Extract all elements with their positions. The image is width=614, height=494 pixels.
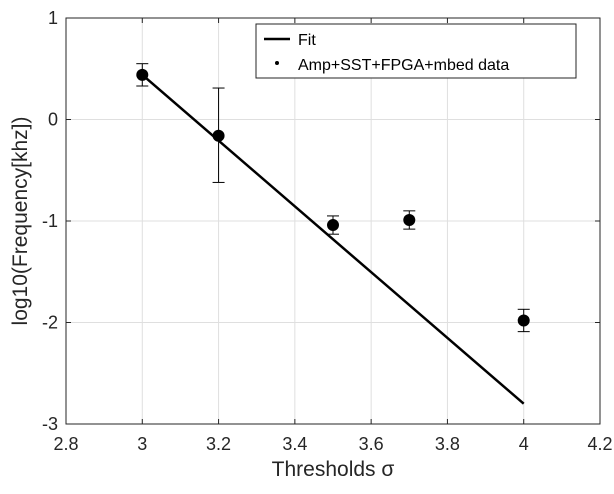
legend-fit-label: Fit (298, 32, 316, 49)
y-axis-label: log10(Frequency[khz]) (9, 117, 32, 326)
legend: Fit Amp+SST+FPGA+mbed data (255, 23, 577, 79)
x-tick-label: 3.4 (282, 434, 307, 454)
fit-line (141, 73, 525, 405)
data-point (136, 68, 149, 81)
tick-labels: 2.8 3 3.2 3.4 3.6 3.8 4 4.2 -3 -2 -1 0 1 (42, 8, 613, 454)
data-point (517, 314, 530, 327)
x-tick-label: 3 (137, 434, 147, 454)
x-axis-label: Thresholds σ (272, 458, 395, 481)
legend-data-swatch (275, 61, 279, 65)
y-tick-label: -1 (42, 211, 58, 231)
y-tick-label: 1 (48, 8, 58, 28)
data-point (212, 129, 225, 142)
y-tick-label: -2 (42, 313, 58, 333)
y-tick-label: 0 (48, 110, 58, 130)
x-tick-label: 3.8 (435, 434, 460, 454)
data-layer (136, 63, 530, 405)
ticks (65, 17, 601, 425)
legend-box (255, 23, 577, 79)
data-point (327, 219, 339, 232)
x-tick-label: 3.6 (359, 434, 384, 454)
x-tick-label: 4 (519, 434, 529, 454)
x-tick-label: 3.2 (206, 434, 231, 454)
legend-data-label: Amp+SST+FPGA+mbed data (298, 57, 509, 74)
y-tick-label: -3 (42, 414, 58, 434)
x-tick-label: 4.2 (587, 434, 612, 454)
data-point (403, 213, 416, 226)
x-tick-label: 2.8 (53, 434, 78, 454)
